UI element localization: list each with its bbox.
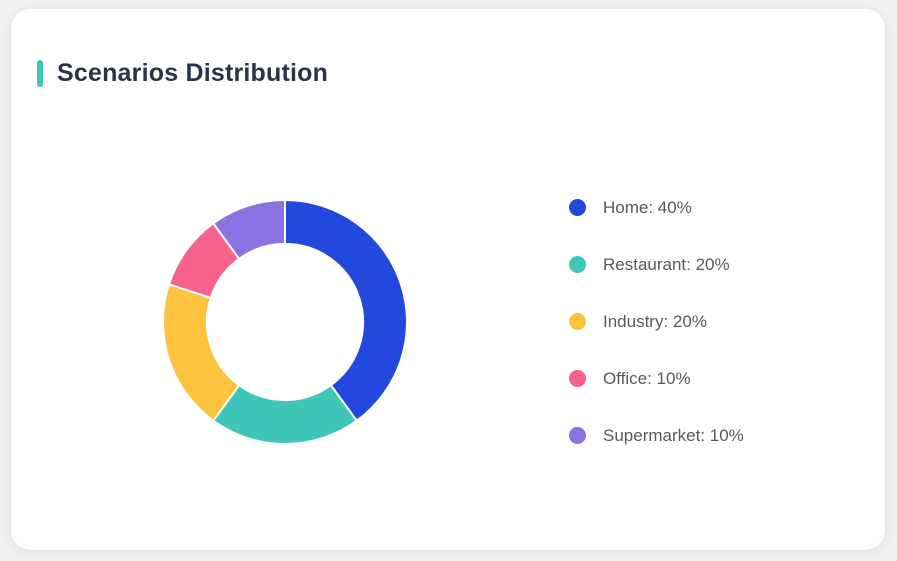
legend-item-restaurant[interactable]: Restaurant: 20% [569, 253, 744, 277]
legend-dot-icon [569, 199, 586, 216]
legend-dot-icon [569, 256, 586, 273]
card-header: Scenarios Distribution [11, 9, 885, 93]
legend-label: Home: 40% [603, 197, 692, 217]
legend-item-industry[interactable]: Industry: 20% [569, 310, 744, 334]
legend-label: Industry: 20% [603, 311, 707, 331]
chart-area: Home: 40% Restaurant: 20% Industry: 20% Off… [11, 93, 885, 550]
title-accent-bar [37, 59, 43, 87]
legend-dot-icon [569, 313, 586, 330]
legend-dot-icon [569, 370, 586, 387]
donut-slice-industry[interactable] [162, 282, 241, 422]
donut-slice-supermarket[interactable] [212, 198, 286, 260]
legend-label: Restaurant: 20% [603, 254, 730, 274]
card-title: Scenarios Distribution [57, 58, 329, 87]
scenarios-distribution-card: Scenarios Distribution Home: 40% Restaura… [11, 9, 885, 550]
legend-item-supermarket[interactable]: Supermarket: 10% [569, 424, 744, 448]
legend-label: Supermarket: 10% [603, 425, 744, 445]
legend-dot-icon [569, 427, 586, 444]
legend-label: Office: 10% [603, 368, 691, 388]
legend-item-home[interactable]: Home: 40% [569, 196, 744, 220]
chart-legend: Home: 40% Restaurant: 20% Industry: 20% Off… [569, 196, 744, 448]
donut-chart [161, 198, 409, 446]
donut-slice-restaurant[interactable] [212, 383, 358, 445]
legend-item-office[interactable]: Office: 10% [569, 367, 744, 391]
donut-slice-home[interactable] [284, 198, 408, 422]
donut-chart-svg [162, 198, 408, 445]
